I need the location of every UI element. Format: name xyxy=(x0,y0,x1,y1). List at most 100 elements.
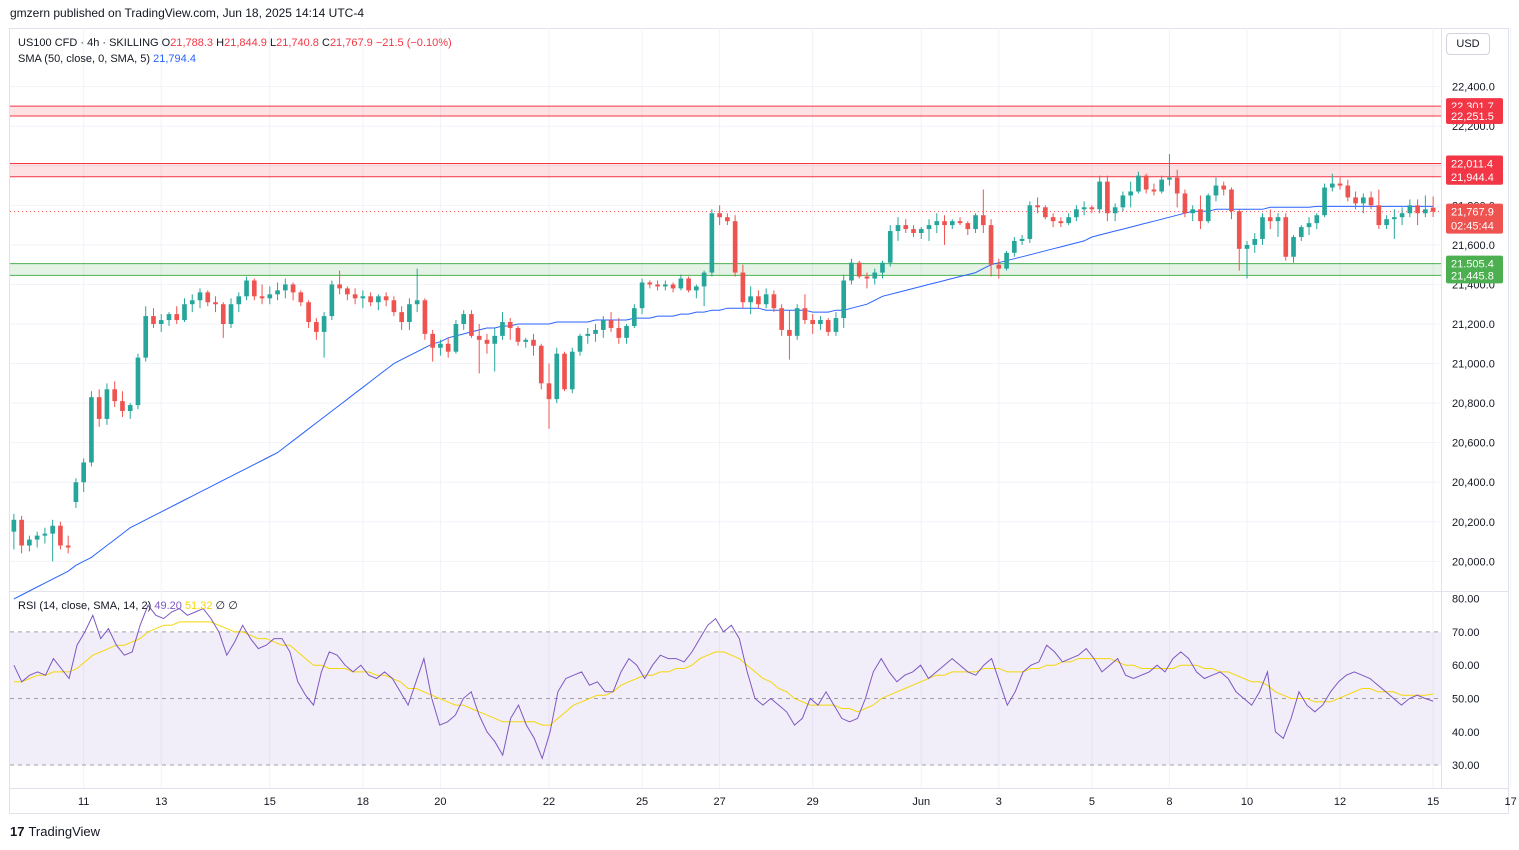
candle-body xyxy=(65,545,71,548)
candle-body xyxy=(864,276,870,279)
candle-body xyxy=(73,482,79,502)
candle-body xyxy=(771,294,777,309)
candle-body xyxy=(856,262,862,277)
candle-body xyxy=(81,462,87,483)
rsi-legend: RSI (14, close, SMA, 14, 2) 49.20 51.32 … xyxy=(18,599,238,612)
zone-price-label: 22,011.4 xyxy=(1451,159,1493,171)
low-value: 21,740.8 xyxy=(276,37,319,49)
candle-body xyxy=(1105,181,1110,214)
candle-body xyxy=(639,282,645,309)
symbol-label[interactable]: US100 CFD · 4h · SKILLING xyxy=(18,37,159,49)
candle-body xyxy=(414,300,420,305)
candle-body xyxy=(1066,217,1071,224)
price-tick-label: 20,600.0 xyxy=(1452,438,1495,450)
candle-body xyxy=(500,322,505,336)
candle-body xyxy=(127,405,133,412)
candle-body xyxy=(329,284,335,317)
candle-body xyxy=(236,296,242,305)
candle-body xyxy=(1345,185,1351,198)
candle-body xyxy=(911,229,916,234)
candle-body xyxy=(189,300,195,305)
candle-body xyxy=(205,292,211,303)
candle-body xyxy=(973,215,978,230)
zone-price-label: 21,944.4 xyxy=(1451,172,1494,184)
candle-body xyxy=(1198,209,1203,222)
candle-body xyxy=(531,339,536,346)
candle-body xyxy=(1120,195,1126,208)
candle-body xyxy=(1275,217,1281,222)
candle-body xyxy=(523,339,529,342)
candle-body xyxy=(732,221,738,273)
candle-body xyxy=(1182,193,1188,214)
close-label: C xyxy=(321,37,330,49)
price-tick-label: 20,800.0 xyxy=(1452,398,1495,410)
candle-body xyxy=(624,325,629,338)
candle-body xyxy=(833,318,839,332)
candle-body xyxy=(1012,240,1017,253)
candle-body xyxy=(360,296,366,299)
candle-body xyxy=(96,397,102,419)
zone-price-label-bg xyxy=(1446,267,1503,284)
footer-brand[interactable]: 17 TradingView xyxy=(10,824,100,839)
candle-body xyxy=(34,535,40,540)
candle-body xyxy=(957,221,963,224)
time-tick-label: 29 xyxy=(807,796,819,808)
candle-body xyxy=(1314,215,1320,224)
candle-body xyxy=(1074,209,1079,218)
currency-button[interactable]: USD xyxy=(1446,33,1490,55)
candle-body xyxy=(593,329,598,334)
candle-body xyxy=(538,345,544,384)
candle-body xyxy=(1283,217,1289,257)
candle-body xyxy=(1236,211,1242,249)
candle-body xyxy=(887,231,893,263)
candle-body xyxy=(422,300,428,334)
candle-body xyxy=(600,320,606,330)
candle-body xyxy=(453,324,459,352)
price-tick-label: 22,200.0 xyxy=(1452,121,1495,133)
price-tick-label: 21,000.0 xyxy=(1452,359,1495,371)
candle-body xyxy=(1322,187,1327,216)
zone-price-label-bg xyxy=(1446,168,1503,185)
sma-label[interactable]: SMA (50, close, 0, SMA, 5) xyxy=(18,53,151,65)
zone-price-label: 21,445.8 xyxy=(1451,270,1494,282)
candle-body xyxy=(546,383,552,400)
candle-body xyxy=(220,304,226,324)
time-tick-label: 10 xyxy=(1241,796,1253,808)
candle-body xyxy=(1143,175,1149,190)
low-label: L xyxy=(269,37,277,49)
candle-body xyxy=(918,229,924,234)
candle-body xyxy=(577,335,583,352)
candle-body xyxy=(1089,207,1095,210)
candle-body xyxy=(306,302,311,323)
last-price-label-bg xyxy=(1446,203,1503,234)
candle-body xyxy=(1399,213,1405,218)
candle-body xyxy=(1267,217,1273,222)
rsi-tick-label: 30.00 xyxy=(1452,760,1480,772)
time-tick-label: 8 xyxy=(1166,796,1172,808)
time-tick-label: 3 xyxy=(996,796,1002,808)
price-tick-label: 21,600.0 xyxy=(1452,240,1495,252)
rsi-tick-label: 40.00 xyxy=(1452,727,1480,739)
candle-body xyxy=(151,316,156,324)
candle-body xyxy=(569,351,575,390)
candle-body xyxy=(1260,217,1265,239)
candle-body xyxy=(1058,221,1064,224)
candle-body xyxy=(267,294,273,299)
candle-body xyxy=(259,296,265,299)
rsi-label[interactable]: RSI (14, close, SMA, 14, 2) xyxy=(18,600,152,612)
candle-body xyxy=(275,290,280,295)
candle-body xyxy=(779,308,784,330)
candle-body xyxy=(27,539,32,546)
candle-body xyxy=(841,280,847,319)
open-label: O xyxy=(161,37,171,49)
candle-body xyxy=(213,302,218,305)
candle-body xyxy=(1229,189,1234,212)
time-tick-label: 18 xyxy=(357,796,369,808)
time-tick-label: 27 xyxy=(713,796,725,808)
footer-brand-label: TradingView xyxy=(28,824,101,839)
candle-body xyxy=(515,327,521,342)
candle-body xyxy=(1291,236,1296,257)
candle-body xyxy=(631,308,637,326)
candle-body xyxy=(849,262,854,281)
